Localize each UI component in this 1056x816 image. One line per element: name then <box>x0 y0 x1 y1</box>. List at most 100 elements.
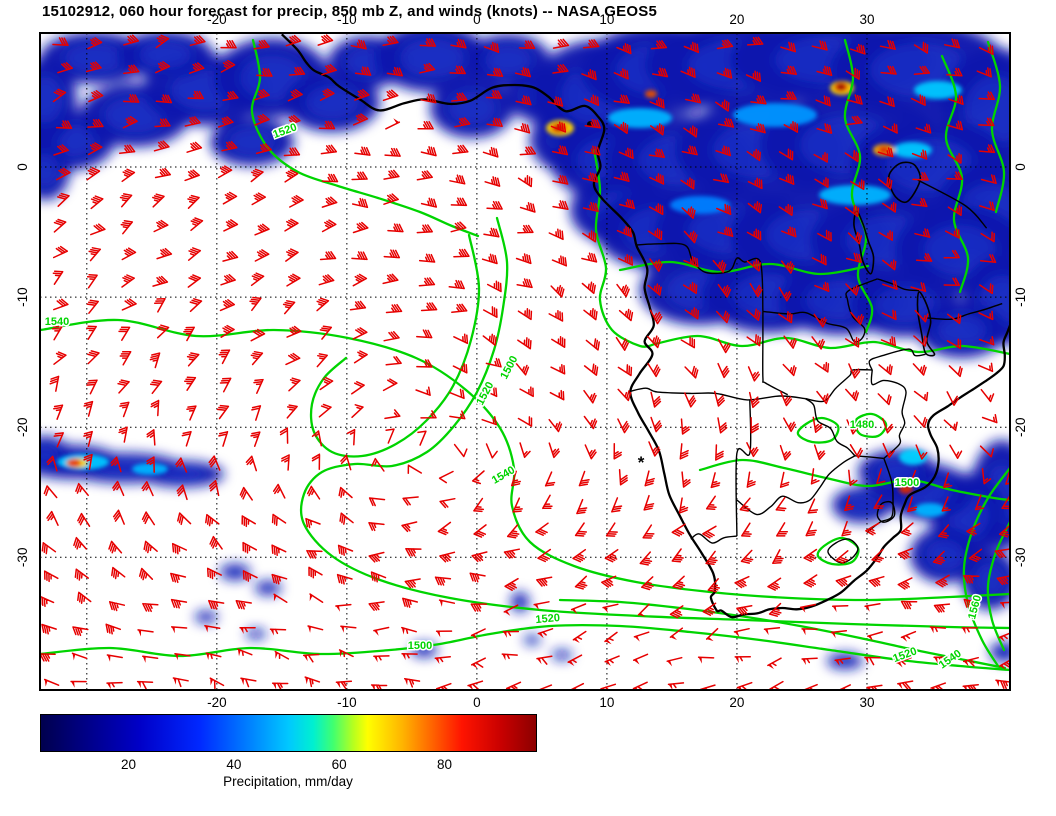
wind-barb <box>717 338 731 354</box>
wind-barb <box>963 598 980 609</box>
wind-barb <box>740 549 754 564</box>
wind-barb <box>548 442 560 459</box>
wind-barb <box>783 335 797 349</box>
wind-barb <box>239 486 253 501</box>
wind-barb <box>946 171 963 180</box>
wind-barb <box>338 486 353 499</box>
wind-barb <box>346 428 356 446</box>
wind-barb <box>153 219 169 233</box>
bottom-axis-tick-label: -20 <box>207 695 227 710</box>
wind-barb <box>712 173 730 184</box>
wind-barb <box>746 471 756 488</box>
wind-barb <box>186 405 197 421</box>
wind-barb <box>106 681 123 688</box>
wind-barb <box>835 575 852 587</box>
wind-barb <box>943 277 961 287</box>
wind-barb <box>71 652 88 660</box>
wind-barb <box>316 297 330 312</box>
wind-barb-flag <box>107 655 111 662</box>
wind-barb <box>650 391 662 408</box>
wind-barb <box>319 325 333 340</box>
wind-barb <box>49 375 60 392</box>
wind-barb <box>250 168 264 183</box>
wind-barb <box>913 335 928 347</box>
wind-barb <box>219 377 232 393</box>
wind-barb <box>175 457 188 473</box>
wind-barb <box>119 351 132 366</box>
wind-barb <box>1013 177 1027 186</box>
wind-barb <box>156 247 173 260</box>
wind-barb <box>53 298 69 311</box>
wind-barb <box>847 231 863 245</box>
wind-barb <box>485 443 498 459</box>
wind-barb <box>383 193 399 205</box>
wind-barb <box>250 431 261 447</box>
wind-barb <box>122 94 140 103</box>
wind-barb <box>581 281 596 295</box>
wind-barb <box>187 247 202 261</box>
wind-barb <box>582 39 600 49</box>
wind-barb <box>253 378 264 394</box>
wind-barb <box>613 121 629 134</box>
wind-barb <box>581 252 598 263</box>
wind-barb-flag <box>373 656 378 663</box>
wind-barb-flag <box>802 628 806 636</box>
wind-barb <box>253 39 270 50</box>
wind-barb <box>683 230 698 244</box>
wind-barb-flag <box>668 684 673 690</box>
wind-barb <box>187 274 202 288</box>
wind-barb <box>914 309 929 323</box>
wind-barb <box>106 654 123 659</box>
wind-barb <box>949 444 963 459</box>
wind-barb <box>584 118 601 129</box>
wind-barb <box>750 95 767 105</box>
wind-barb <box>746 334 761 347</box>
wind-barb <box>450 38 467 49</box>
wind-barb <box>705 495 717 511</box>
wind-barb <box>150 399 160 417</box>
wind-barb-flag <box>534 604 539 610</box>
wind-barb <box>517 416 533 427</box>
wind-barb <box>1012 124 1026 133</box>
wind-barb <box>517 175 533 188</box>
wind-barb <box>251 192 267 206</box>
wind-barb <box>417 430 427 446</box>
wind-barb <box>572 630 587 641</box>
wind-barb <box>517 224 534 234</box>
wind-barb <box>420 93 437 104</box>
wind-barb <box>702 525 717 539</box>
wind-barb <box>438 470 454 484</box>
wind-barb <box>844 150 860 163</box>
wind-barb <box>420 197 438 208</box>
wind-barb <box>349 300 367 311</box>
wind-barb <box>121 298 137 311</box>
wind-barb-flag <box>502 654 506 661</box>
wind-barb <box>647 362 661 378</box>
wind-barb <box>471 470 485 485</box>
wind-barb <box>649 173 665 185</box>
wind-barb-flag <box>171 626 175 634</box>
wind-barb <box>680 66 696 78</box>
wind-barb <box>184 116 201 127</box>
wind-barb <box>684 365 699 379</box>
wind-barb <box>537 628 554 636</box>
wind-barb <box>780 91 797 100</box>
wind-barb-flag <box>206 653 210 660</box>
wind-barb <box>935 574 950 588</box>
wind-barb <box>617 254 634 266</box>
left-axis-tick-label: -10 <box>15 287 30 307</box>
wind-barb <box>122 116 138 129</box>
wind-barb <box>43 570 59 583</box>
wind-barb <box>702 602 717 616</box>
wind-barb <box>746 228 762 241</box>
wind-barb <box>1014 309 1027 318</box>
wind-barb <box>767 577 782 591</box>
wind-barb <box>305 517 321 529</box>
wind-barb <box>46 455 58 472</box>
wind-barb <box>486 117 503 128</box>
wind-barb <box>979 283 994 295</box>
wind-barb <box>235 600 252 610</box>
wind-barb <box>768 602 782 617</box>
wind-barb <box>351 251 368 261</box>
wind-barb-flag <box>270 629 274 636</box>
